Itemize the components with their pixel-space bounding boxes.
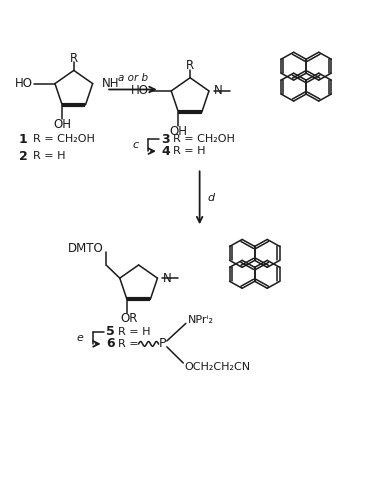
Text: R = H: R = H — [173, 146, 205, 156]
Text: 4: 4 — [162, 144, 170, 157]
Text: DMTO: DMTO — [68, 241, 104, 254]
Text: R = CH₂OH: R = CH₂OH — [33, 134, 94, 144]
Text: R = H: R = H — [118, 327, 150, 337]
Text: NH: NH — [102, 77, 120, 90]
Text: 2: 2 — [18, 150, 27, 163]
Text: R = CH₂OH: R = CH₂OH — [173, 134, 235, 144]
Text: R = H: R = H — [33, 151, 65, 161]
Text: R =: R = — [118, 339, 138, 349]
Text: HO: HO — [15, 77, 33, 90]
Text: OR: OR — [120, 312, 137, 325]
Text: d: d — [207, 193, 214, 203]
Text: OH: OH — [53, 118, 71, 131]
Text: NPrⁱ₂: NPrⁱ₂ — [188, 315, 214, 324]
Text: 5: 5 — [106, 325, 115, 338]
Text: OH: OH — [169, 125, 187, 138]
Text: N: N — [162, 272, 171, 285]
Text: R: R — [70, 52, 78, 65]
Text: 1: 1 — [18, 132, 27, 145]
Text: e: e — [76, 333, 83, 343]
Text: HO: HO — [131, 84, 149, 97]
Text: c: c — [132, 140, 139, 150]
Text: N: N — [214, 84, 223, 97]
Text: a or b: a or b — [118, 73, 148, 83]
Text: R: R — [186, 60, 194, 72]
Text: P: P — [159, 337, 166, 350]
Text: OCH₂CH₂CN: OCH₂CH₂CN — [184, 361, 250, 372]
Text: 3: 3 — [162, 132, 170, 145]
Text: 6: 6 — [106, 337, 115, 350]
